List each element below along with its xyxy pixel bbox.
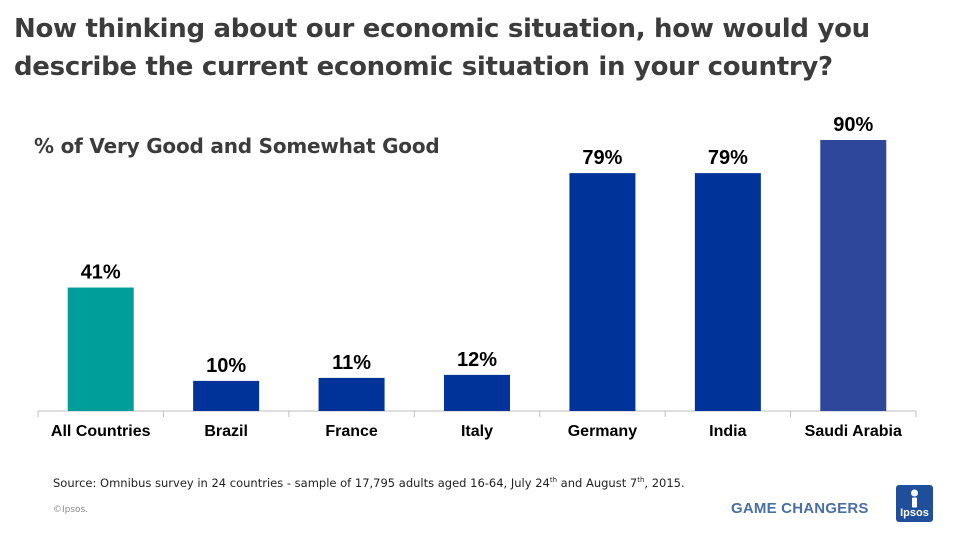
data-label-italy: 12%	[457, 349, 497, 371]
x-tick-label-italy: Italy	[461, 423, 493, 440]
bar-chart: 41% All Countries 10% Brazil 11% France 12% Ita…	[37, 114, 917, 440]
bar-brazil	[193, 380, 260, 411]
ipsos-logo-text: Ipsos	[900, 507, 929, 519]
data-label-france: 11%	[332, 352, 371, 374]
chart-subtitle: % of Very Good and Somewhat Good	[34, 134, 440, 158]
copyright-notice: ©Ipsos.	[53, 505, 89, 515]
x-tick-label-saudi-arabia: Saudi Arabia	[805, 423, 902, 440]
x-tick-label-germany: Germany	[568, 423, 637, 440]
data-label-saudi-arabia: 90%	[833, 114, 873, 136]
source-text-start: Source: Omnibus survey in 24 countries -…	[53, 476, 550, 490]
bar-india	[694, 173, 761, 411]
source-note: Source: Omnibus survey in 24 countries -…	[53, 476, 685, 490]
source-superscript-2: th	[637, 476, 645, 485]
x-tick-label-india: India	[709, 423, 746, 440]
x-tick-label-brazil: Brazil	[204, 423, 248, 440]
bar-germany	[569, 173, 636, 411]
ipsos-logo-figure-icon	[911, 489, 918, 508]
data-label-all-countries: 41%	[81, 262, 121, 284]
chart-title: Now thinking about our economic situatio…	[14, 14, 870, 82]
bar-italy	[444, 374, 510, 411]
source-superscript-1: th	[549, 476, 558, 485]
source-text-end: , 2015.	[644, 476, 685, 490]
data-label-brazil: 10%	[206, 355, 246, 377]
x-tick-label-france: France	[325, 423, 378, 440]
source-text-middle: and August 7	[557, 476, 638, 490]
x-tick-label-all-countries: All Countries	[51, 423, 151, 440]
bar-saudi-arabia	[820, 140, 887, 411]
game-changers-tagline: GAME CHANGERS	[731, 500, 869, 517]
bar-all-countries	[67, 287, 134, 411]
data-label-germany: 79%	[582, 147, 622, 169]
data-label-india: 79%	[708, 147, 748, 169]
bar-france	[318, 377, 385, 411]
ipsos-logo: Ipsos	[896, 485, 933, 522]
